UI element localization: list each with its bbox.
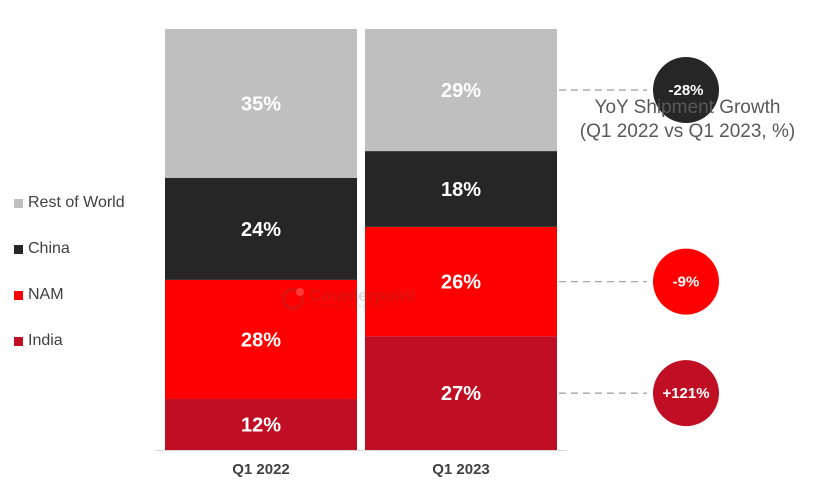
growth-circle-rest-of-world (653, 57, 719, 124)
watermark-subtitle: Technology Market Research (309, 304, 400, 310)
legend-item-china: China (14, 239, 125, 259)
counterpoint-watermark: Counterpoint Technology Market Research (282, 287, 416, 310)
legend: Rest of World China NAM India (14, 193, 125, 377)
data-label-nam-q1-2023: 26% (441, 272, 481, 294)
legend-label-rest-of-world: Rest of World (28, 194, 125, 211)
data-label-rest-of-world-q1-2023: 29% (441, 80, 481, 102)
growth-label-nam: -9% (673, 274, 700, 291)
legend-label-nam: NAM (28, 286, 64, 303)
data-label-china-q1-2022: 24% (241, 219, 281, 241)
bar-china-q1-2023 (365, 151, 557, 227)
data-label-nam-q1-2022: 28% (241, 329, 281, 351)
legend-swatch-nam (14, 290, 23, 300)
legend-swatch-rest-of-world (14, 198, 23, 208)
legend-label-india: India (28, 332, 63, 349)
legend-item-nam: NAM (14, 285, 125, 305)
legend-swatch-china (14, 244, 23, 254)
yoy-growth-title-line1: YoY Shipment Growth (594, 97, 781, 118)
yoy-growth-title: YoY Shipment Growth (Q1 2022 vs Q1 2023,… (560, 96, 815, 144)
counterpoint-logo-icon (282, 287, 304, 310)
data-label-rest-of-world-q1-2022: 35% (241, 93, 281, 115)
bar-india-q1-2023 (365, 336, 557, 450)
legend-label-china: China (28, 240, 70, 257)
bar-rest-of-world-q1-2022 (165, 29, 357, 178)
data-label-india-q1-2023: 27% (441, 383, 481, 405)
bar-nam-q1-2022 (165, 279, 357, 399)
category-label-q1-2022: Q1 2022 (232, 461, 290, 478)
data-label-india-q1-2022: 12% (241, 414, 281, 436)
bar-china-q1-2022 (165, 177, 357, 280)
legend-item-rest-of-world: Rest of World (14, 193, 125, 213)
bar-nam-q1-2023 (365, 226, 557, 337)
yoy-growth-title-line2: (Q1 2022 vs Q1 2023, %) (579, 121, 796, 142)
growth-label-rest-of-world: -28% (668, 82, 703, 99)
growth-circle-nam (653, 248, 719, 315)
legend-swatch-india (14, 336, 23, 346)
data-label-china-q1-2023: 18% (441, 179, 481, 201)
legend-item-india: India (14, 331, 125, 351)
growth-label-india: +121% (662, 385, 709, 402)
watermark-brand: Counterpoint (309, 286, 416, 305)
bar-india-q1-2022 (165, 398, 357, 450)
growth-circle-india (653, 360, 719, 427)
bar-rest-of-world-q1-2023 (365, 29, 557, 152)
category-label-q1-2023: Q1 2023 (432, 461, 490, 478)
